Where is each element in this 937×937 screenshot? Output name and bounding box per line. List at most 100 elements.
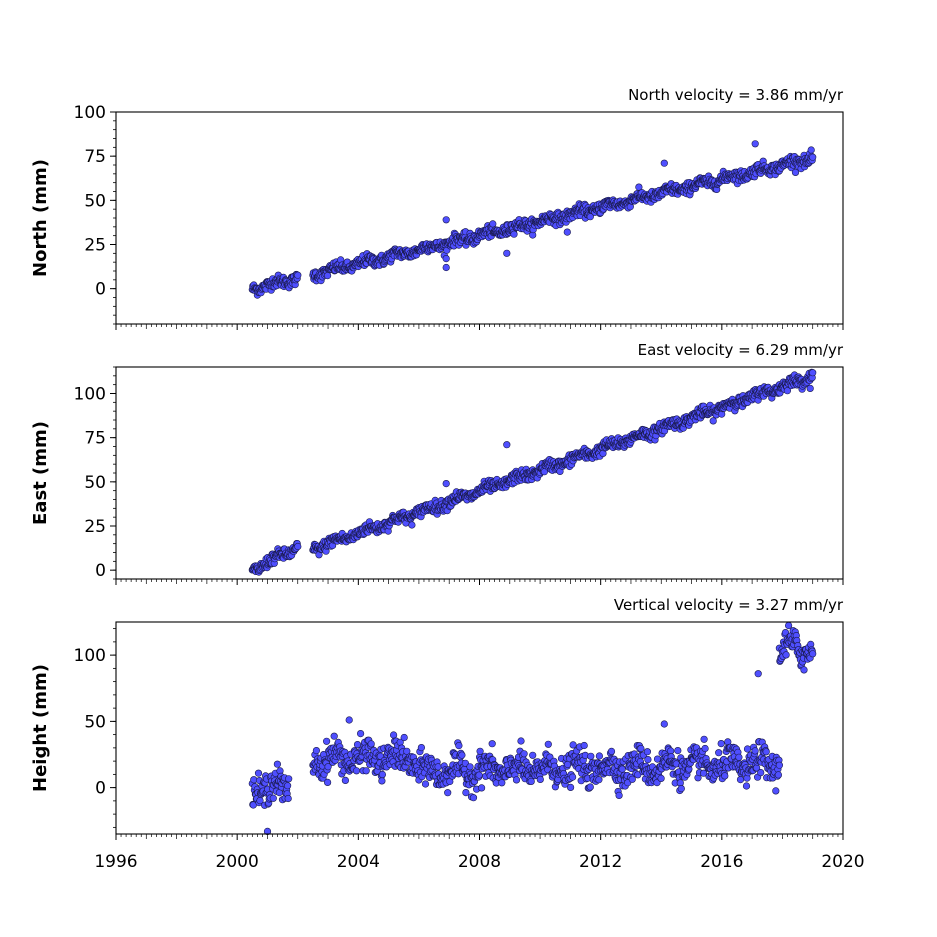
data-point bbox=[757, 768, 765, 777]
data-point bbox=[544, 740, 552, 748]
data-point bbox=[809, 650, 817, 658]
data-point bbox=[489, 220, 497, 228]
data-point bbox=[586, 783, 594, 791]
data-point bbox=[476, 747, 484, 755]
east-ylabel: East (mm) bbox=[30, 421, 51, 525]
north-ylabel: North (mm) bbox=[30, 159, 51, 277]
data-point bbox=[444, 789, 452, 797]
data-point bbox=[587, 752, 595, 760]
data-point bbox=[475, 771, 483, 779]
y-tick-label: 100 bbox=[74, 103, 106, 123]
data-point bbox=[527, 777, 535, 786]
north-points bbox=[248, 140, 817, 299]
data-point bbox=[674, 746, 682, 755]
data-point bbox=[408, 521, 416, 529]
vertical-velocity-title: Vertical velocity = 3.27 mm/yr bbox=[614, 596, 844, 614]
east-points bbox=[248, 368, 817, 576]
x-tick-labels: 1996 2000 2004 2008 2012 2016 2020 bbox=[94, 852, 864, 872]
data-point bbox=[743, 745, 752, 753]
data-point bbox=[352, 767, 361, 775]
outlier-point bbox=[345, 716, 353, 724]
data-point bbox=[353, 740, 362, 749]
data-point bbox=[806, 384, 814, 393]
data-point bbox=[466, 763, 474, 771]
data-point bbox=[637, 744, 645, 753]
data-point bbox=[709, 417, 717, 425]
data-point bbox=[284, 782, 292, 790]
data-point bbox=[595, 752, 604, 760]
data-point bbox=[324, 778, 332, 787]
y-tick-label: 0 bbox=[95, 561, 106, 581]
data-point bbox=[735, 753, 743, 761]
data-point bbox=[701, 744, 709, 753]
y-tick-label: 0 bbox=[95, 280, 106, 300]
panel-height: Vertical velocity = 3.27 mm/yr Height (m… bbox=[30, 596, 844, 840]
data-point bbox=[618, 765, 626, 773]
x-tick-label: 2016 bbox=[700, 852, 743, 872]
height-ylabel: Height (mm) bbox=[30, 664, 51, 792]
data-point bbox=[478, 784, 486, 792]
data-point bbox=[568, 773, 577, 781]
data-point bbox=[772, 787, 780, 795]
data-point bbox=[434, 763, 442, 771]
data-point bbox=[791, 168, 800, 176]
x-tick-label: 2000 bbox=[216, 852, 259, 872]
outlier-point bbox=[503, 441, 511, 449]
data-point bbox=[615, 791, 623, 800]
data-point bbox=[809, 369, 817, 377]
x-tick-label: 2012 bbox=[579, 852, 622, 872]
data-point bbox=[700, 735, 708, 743]
data-point bbox=[512, 776, 521, 784]
data-point bbox=[742, 782, 751, 790]
data-point bbox=[417, 743, 426, 752]
data-point bbox=[324, 272, 332, 280]
outlier-point bbox=[442, 255, 450, 263]
outlier-point bbox=[442, 480, 450, 488]
data-point bbox=[488, 740, 496, 748]
data-point bbox=[536, 775, 544, 784]
data-point bbox=[751, 747, 759, 755]
data-point bbox=[800, 666, 808, 674]
panel-east: East velocity = 6.29 mm/yr East (mm) 0 25… bbox=[30, 341, 844, 585]
data-point bbox=[284, 794, 292, 803]
data-point bbox=[323, 737, 331, 745]
data-point bbox=[378, 777, 386, 785]
data-point bbox=[273, 760, 282, 768]
data-point bbox=[807, 146, 815, 154]
height-points bbox=[248, 621, 817, 836]
y-tick-label: 50 bbox=[84, 712, 106, 732]
x-tick-label: 2020 bbox=[821, 852, 864, 872]
y-tick-label: 50 bbox=[84, 473, 106, 493]
outlier-point bbox=[660, 720, 668, 728]
outlier-point bbox=[751, 140, 759, 148]
east-frame bbox=[115, 366, 844, 580]
data-point bbox=[520, 750, 528, 758]
data-point bbox=[736, 775, 745, 784]
data-point bbox=[607, 747, 616, 756]
x-tick-label: 2008 bbox=[458, 852, 501, 872]
panel-north: North velocity = 3.86 mm/yr North (mm) 0… bbox=[30, 86, 844, 330]
data-point bbox=[677, 784, 685, 793]
y-tick-label: 25 bbox=[84, 517, 106, 537]
data-point bbox=[517, 737, 525, 745]
data-point bbox=[403, 747, 411, 755]
data-point bbox=[458, 751, 466, 759]
data-point bbox=[580, 741, 588, 750]
data-point bbox=[357, 729, 365, 738]
data-point bbox=[269, 794, 277, 802]
data-point bbox=[715, 749, 723, 757]
height-axes: 0 50 100 bbox=[74, 628, 844, 840]
data-point bbox=[569, 741, 577, 749]
data-point bbox=[254, 769, 263, 777]
outlier-point bbox=[563, 228, 571, 236]
data-point bbox=[628, 775, 636, 783]
data-point bbox=[390, 731, 398, 739]
data-point bbox=[378, 770, 387, 779]
data-point bbox=[644, 755, 652, 764]
east-axes: 0 25 50 75 100 bbox=[74, 366, 844, 585]
data-point bbox=[362, 767, 370, 775]
east-velocity-title: East velocity = 6.29 mm/yr bbox=[638, 341, 844, 359]
data-point bbox=[657, 774, 665, 783]
data-point bbox=[455, 741, 463, 750]
data-point bbox=[462, 788, 470, 797]
